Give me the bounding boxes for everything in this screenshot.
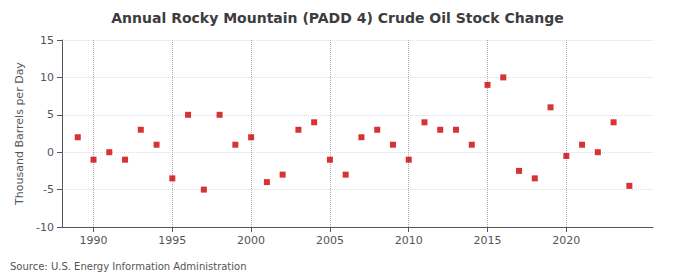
svg-text:1990: 1990 [80, 234, 108, 247]
svg-text:-10: -10 [36, 221, 54, 234]
svg-text:-5: -5 [43, 183, 54, 196]
svg-text:Thousand Barrels per Day: Thousand Barrels per Day [13, 62, 26, 206]
svg-text:1995: 1995 [158, 234, 186, 247]
svg-text:Source: U.S. Energy Informatio: Source: U.S. Energy Information Administ… [10, 261, 247, 272]
svg-text:0: 0 [47, 146, 54, 159]
svg-text:10: 10 [40, 71, 54, 84]
svg-text:15: 15 [40, 34, 54, 47]
svg-text:2020: 2020 [552, 234, 580, 247]
svg-text:2010: 2010 [395, 234, 423, 247]
svg-text:2000: 2000 [237, 234, 265, 247]
svg-text:2015: 2015 [474, 234, 502, 247]
svg-text:5: 5 [47, 108, 54, 121]
svg-text:2005: 2005 [316, 234, 344, 247]
svg-text:Annual Rocky Mountain (PADD 4): Annual Rocky Mountain (PADD 4) Crude Oil… [111, 10, 563, 26]
